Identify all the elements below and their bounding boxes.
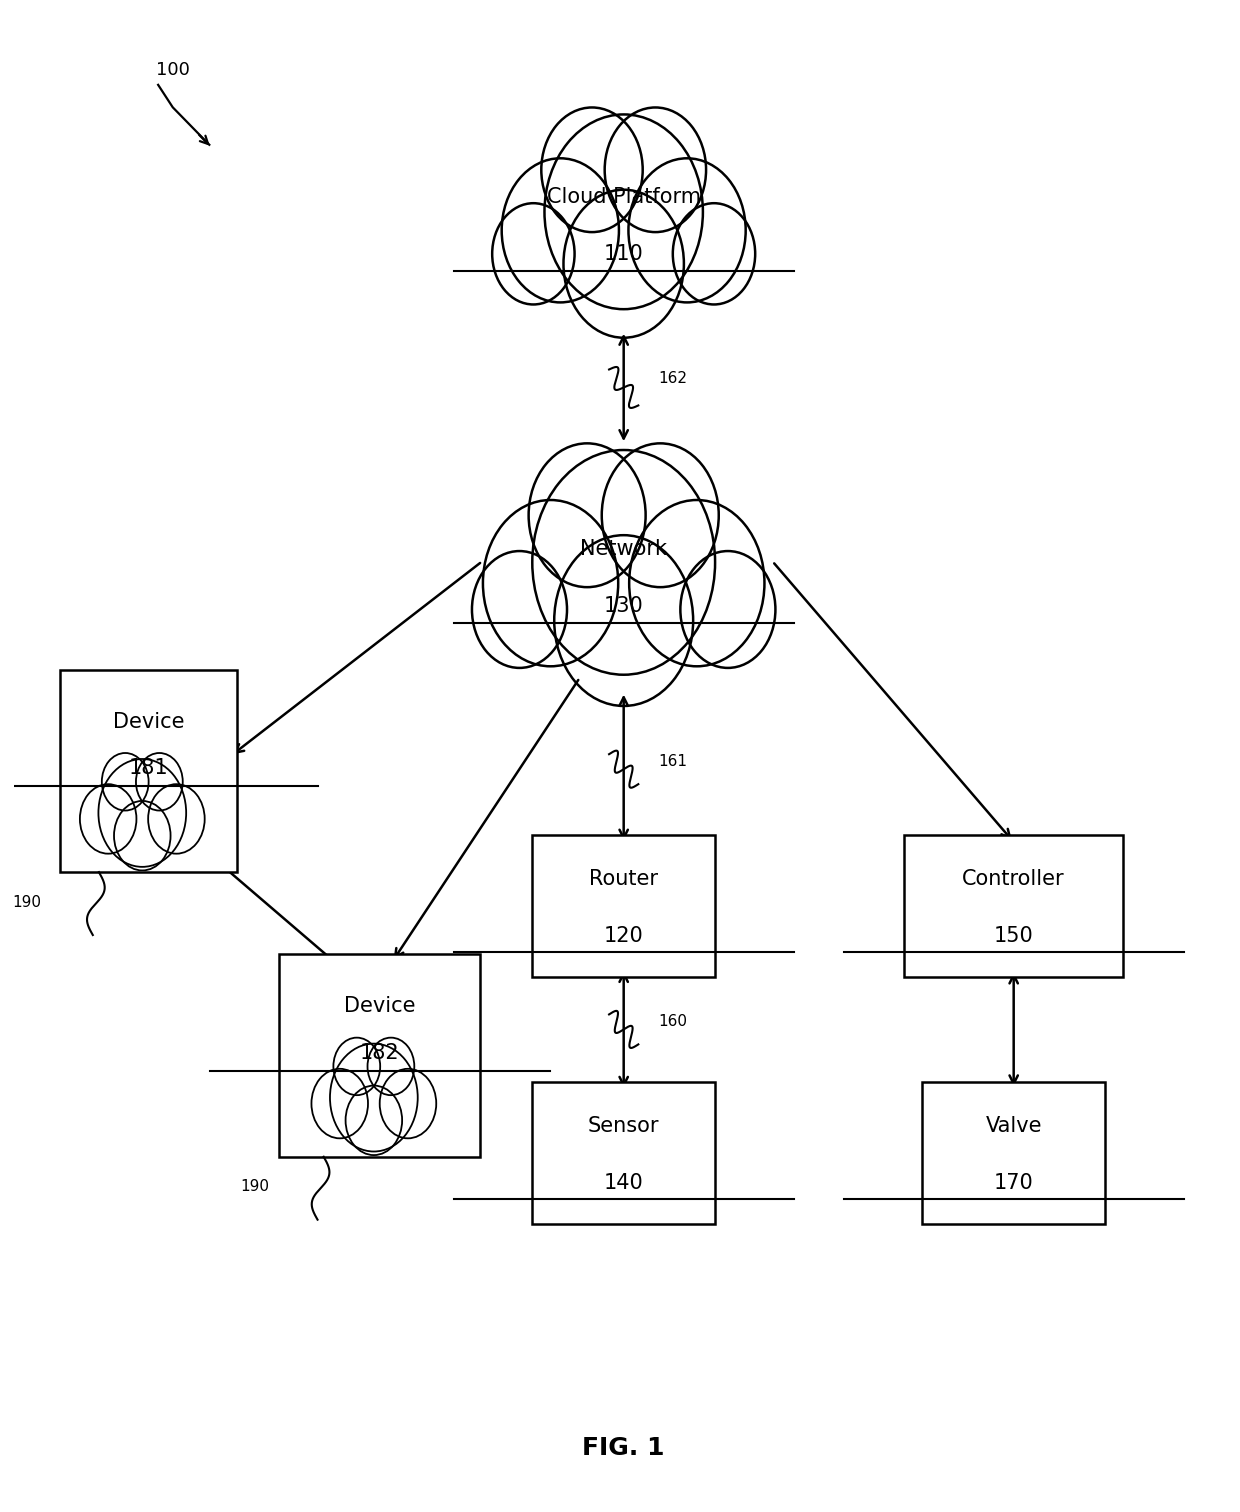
- Circle shape: [528, 443, 646, 587]
- Text: 100: 100: [156, 60, 190, 79]
- Circle shape: [79, 785, 136, 854]
- FancyBboxPatch shape: [60, 670, 237, 872]
- Text: Cloud Platform: Cloud Platform: [547, 187, 701, 207]
- Circle shape: [379, 1069, 436, 1139]
- Text: FIG. 1: FIG. 1: [583, 1436, 665, 1461]
- Text: 150: 150: [993, 925, 1034, 947]
- Text: 170: 170: [993, 1173, 1034, 1193]
- Circle shape: [482, 500, 619, 667]
- Text: Valve: Valve: [986, 1116, 1042, 1136]
- Circle shape: [114, 801, 171, 871]
- FancyBboxPatch shape: [904, 835, 1123, 977]
- Text: 182: 182: [360, 1043, 399, 1063]
- Text: 161: 161: [657, 754, 687, 770]
- Text: 110: 110: [604, 243, 644, 265]
- Text: 190: 190: [241, 1179, 269, 1194]
- Text: 160: 160: [657, 1015, 687, 1030]
- Text: 190: 190: [12, 895, 42, 910]
- Circle shape: [554, 535, 693, 706]
- Circle shape: [472, 550, 567, 668]
- Circle shape: [98, 759, 186, 866]
- Circle shape: [605, 107, 706, 233]
- Circle shape: [330, 1043, 418, 1152]
- Circle shape: [148, 785, 205, 854]
- Text: Device: Device: [113, 712, 184, 732]
- Circle shape: [542, 107, 642, 233]
- Text: Device: Device: [345, 996, 415, 1016]
- Circle shape: [346, 1086, 402, 1155]
- Circle shape: [673, 203, 755, 304]
- FancyBboxPatch shape: [532, 835, 715, 977]
- Circle shape: [136, 753, 182, 810]
- Circle shape: [492, 203, 574, 304]
- FancyBboxPatch shape: [532, 1083, 715, 1225]
- Circle shape: [367, 1037, 414, 1095]
- Text: 130: 130: [604, 596, 644, 617]
- Text: 140: 140: [604, 1173, 644, 1193]
- Circle shape: [532, 451, 715, 674]
- Text: Controller: Controller: [962, 869, 1065, 889]
- Circle shape: [681, 550, 775, 668]
- Text: Network: Network: [580, 540, 667, 559]
- Text: 162: 162: [657, 370, 687, 386]
- Circle shape: [563, 189, 684, 337]
- Circle shape: [601, 443, 719, 587]
- Text: 181: 181: [129, 758, 169, 779]
- FancyBboxPatch shape: [923, 1083, 1105, 1225]
- Circle shape: [311, 1069, 368, 1139]
- Text: Router: Router: [589, 869, 658, 889]
- Circle shape: [629, 500, 764, 667]
- Circle shape: [502, 159, 619, 302]
- Circle shape: [629, 159, 745, 302]
- FancyBboxPatch shape: [279, 954, 480, 1157]
- Circle shape: [544, 115, 703, 308]
- Text: 120: 120: [604, 925, 644, 947]
- Circle shape: [334, 1037, 381, 1095]
- Text: Sensor: Sensor: [588, 1116, 660, 1136]
- Circle shape: [102, 753, 149, 810]
